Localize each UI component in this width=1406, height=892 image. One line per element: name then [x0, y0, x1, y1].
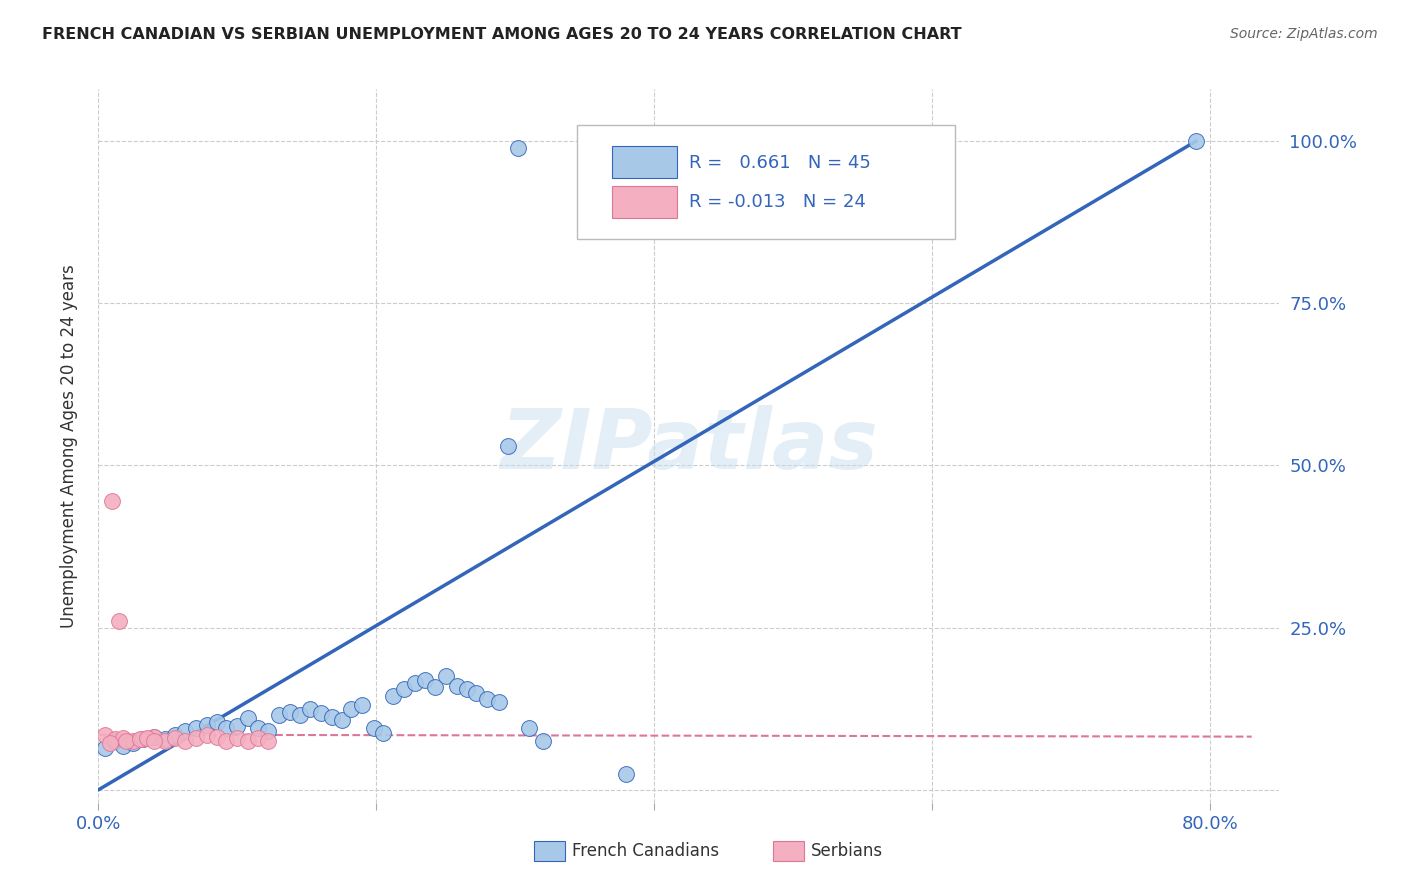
Point [112, 739, 135, 753]
Point [163, 728, 186, 742]
Point [104, 734, 127, 748]
Point [616, 766, 638, 780]
Point [153, 732, 176, 747]
Point [413, 673, 436, 687]
Text: FRENCH CANADIAN VS SERBIAN UNEMPLOYMENT AMONG AGES 20 TO 24 YEARS CORRELATION CH: FRENCH CANADIAN VS SERBIAN UNEMPLOYMENT … [42, 27, 962, 42]
Point [434, 669, 457, 683]
Point [143, 730, 166, 744]
Point [531, 734, 554, 748]
Point [517, 721, 540, 735]
Point [247, 721, 270, 735]
Point [195, 718, 218, 732]
Point [373, 725, 395, 739]
Point [129, 732, 152, 747]
Point [163, 731, 186, 745]
Point [136, 731, 159, 745]
Point [456, 682, 478, 697]
Point [132, 732, 155, 747]
Y-axis label: Unemployment Among Ages 20 to 24 years: Unemployment Among Ages 20 to 24 years [59, 264, 77, 628]
Point [267, 708, 290, 723]
Point [104, 732, 127, 747]
Point [1185, 134, 1208, 148]
Point [143, 734, 166, 748]
Point [143, 730, 166, 744]
Point [205, 730, 228, 744]
Point [238, 734, 260, 748]
Point [423, 681, 446, 695]
Point [122, 736, 145, 750]
Point [506, 140, 529, 154]
Point [278, 705, 301, 719]
Point [404, 675, 426, 690]
Point [226, 719, 249, 733]
FancyBboxPatch shape [576, 125, 955, 239]
Point [101, 494, 124, 508]
Point [446, 679, 468, 693]
FancyBboxPatch shape [612, 186, 678, 218]
Point [226, 731, 249, 745]
Point [257, 734, 280, 748]
Point [184, 721, 207, 735]
Point [132, 732, 155, 747]
Point [330, 713, 353, 727]
Text: R = -0.013   N = 24: R = -0.013 N = 24 [689, 193, 866, 211]
Point [115, 734, 138, 748]
Point [465, 685, 488, 699]
Point [309, 706, 332, 721]
Point [363, 721, 385, 735]
Point [205, 714, 228, 729]
Point [112, 731, 135, 745]
FancyBboxPatch shape [612, 146, 678, 178]
Point [352, 698, 374, 713]
Point [98, 736, 121, 750]
Point [340, 702, 363, 716]
Point [247, 731, 270, 745]
Text: ZIPatlas: ZIPatlas [501, 406, 877, 486]
Point [153, 734, 176, 748]
Point [382, 689, 405, 703]
Point [184, 731, 207, 745]
Point [108, 614, 131, 628]
Point [215, 721, 238, 735]
Point [94, 728, 117, 742]
Text: R =   0.661   N = 45: R = 0.661 N = 45 [689, 153, 870, 171]
Point [257, 724, 280, 739]
Point [488, 695, 510, 709]
Point [298, 702, 321, 716]
Text: French Canadians: French Canadians [572, 842, 720, 860]
Point [173, 724, 195, 739]
Point [392, 682, 415, 697]
Point [215, 734, 238, 748]
Point [238, 711, 260, 725]
Text: Serbians: Serbians [811, 842, 883, 860]
Point [498, 439, 520, 453]
Point [122, 734, 145, 748]
Text: Source: ZipAtlas.com: Source: ZipAtlas.com [1230, 27, 1378, 41]
Point [173, 734, 195, 748]
Point [477, 692, 499, 706]
Point [288, 708, 311, 723]
Point [94, 740, 117, 755]
Point [321, 710, 343, 724]
Point [195, 728, 218, 742]
